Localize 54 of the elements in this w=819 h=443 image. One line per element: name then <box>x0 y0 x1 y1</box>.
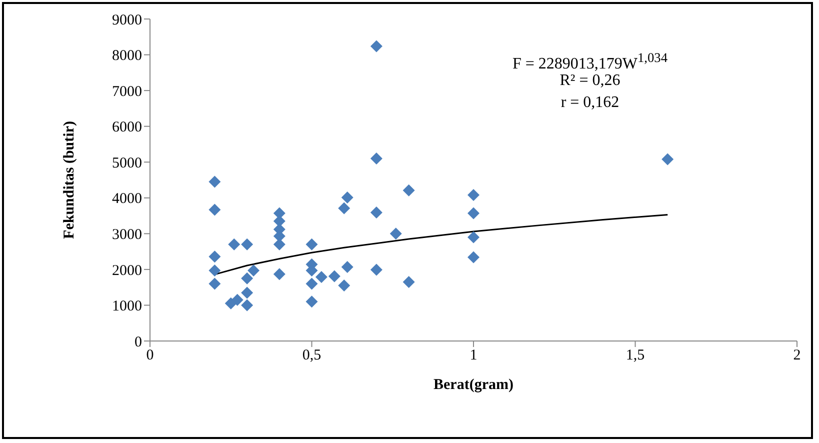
point <box>241 272 254 284</box>
y-tick-label: 8000 <box>112 48 142 64</box>
point <box>370 264 382 276</box>
point <box>248 264 260 277</box>
point <box>370 40 382 52</box>
point <box>662 153 674 166</box>
point <box>390 228 402 240</box>
point <box>338 280 350 292</box>
annotation: R² = 0,26 <box>558 72 622 90</box>
point <box>328 270 340 282</box>
point <box>306 278 318 290</box>
y-tick-label: 3000 <box>112 226 142 243</box>
point <box>370 206 382 219</box>
point <box>241 286 254 299</box>
point <box>241 299 254 312</box>
point <box>468 231 480 244</box>
y-tick-label: 5000 <box>112 155 142 172</box>
point <box>306 238 318 250</box>
point <box>208 176 221 188</box>
point <box>468 251 480 264</box>
point <box>231 294 244 306</box>
point <box>306 296 318 308</box>
point <box>241 238 254 250</box>
point <box>208 264 221 277</box>
point <box>370 152 382 165</box>
point <box>341 260 354 273</box>
point <box>208 204 221 216</box>
y-tick-label: 4000 <box>112 191 142 208</box>
y-tick-label: 7000 <box>112 84 142 100</box>
x-tick-label: 1,5 <box>626 348 645 364</box>
point <box>468 207 480 220</box>
point <box>402 276 415 288</box>
point <box>273 268 286 280</box>
x-tick-label: 1 <box>470 348 478 364</box>
y-axis-title: Fekunditas (butir) <box>61 121 78 239</box>
point <box>468 189 480 202</box>
annotation: F = 2289013,179W$^{1,034}$ <box>511 50 669 74</box>
point <box>315 270 328 283</box>
point <box>208 278 221 290</box>
x-tick-label: 2 <box>793 348 801 364</box>
point <box>208 250 221 263</box>
x-tick-label: 0 <box>146 348 154 364</box>
point <box>228 238 240 250</box>
y-tick-label: 1000 <box>112 298 142 315</box>
point <box>341 192 354 204</box>
y-tick-label: 9000 <box>112 12 142 28</box>
y-tick-label: 6000 <box>112 120 142 136</box>
point <box>338 202 350 214</box>
annotation: r = 0,162 <box>560 94 620 112</box>
x-tick-label: 0,5 <box>302 348 322 364</box>
point <box>402 184 415 196</box>
y-tick-label: 2000 <box>112 262 142 279</box>
y-tick-label: 0 <box>134 334 142 350</box>
x-axis-title: Berat(gram) <box>434 377 514 393</box>
